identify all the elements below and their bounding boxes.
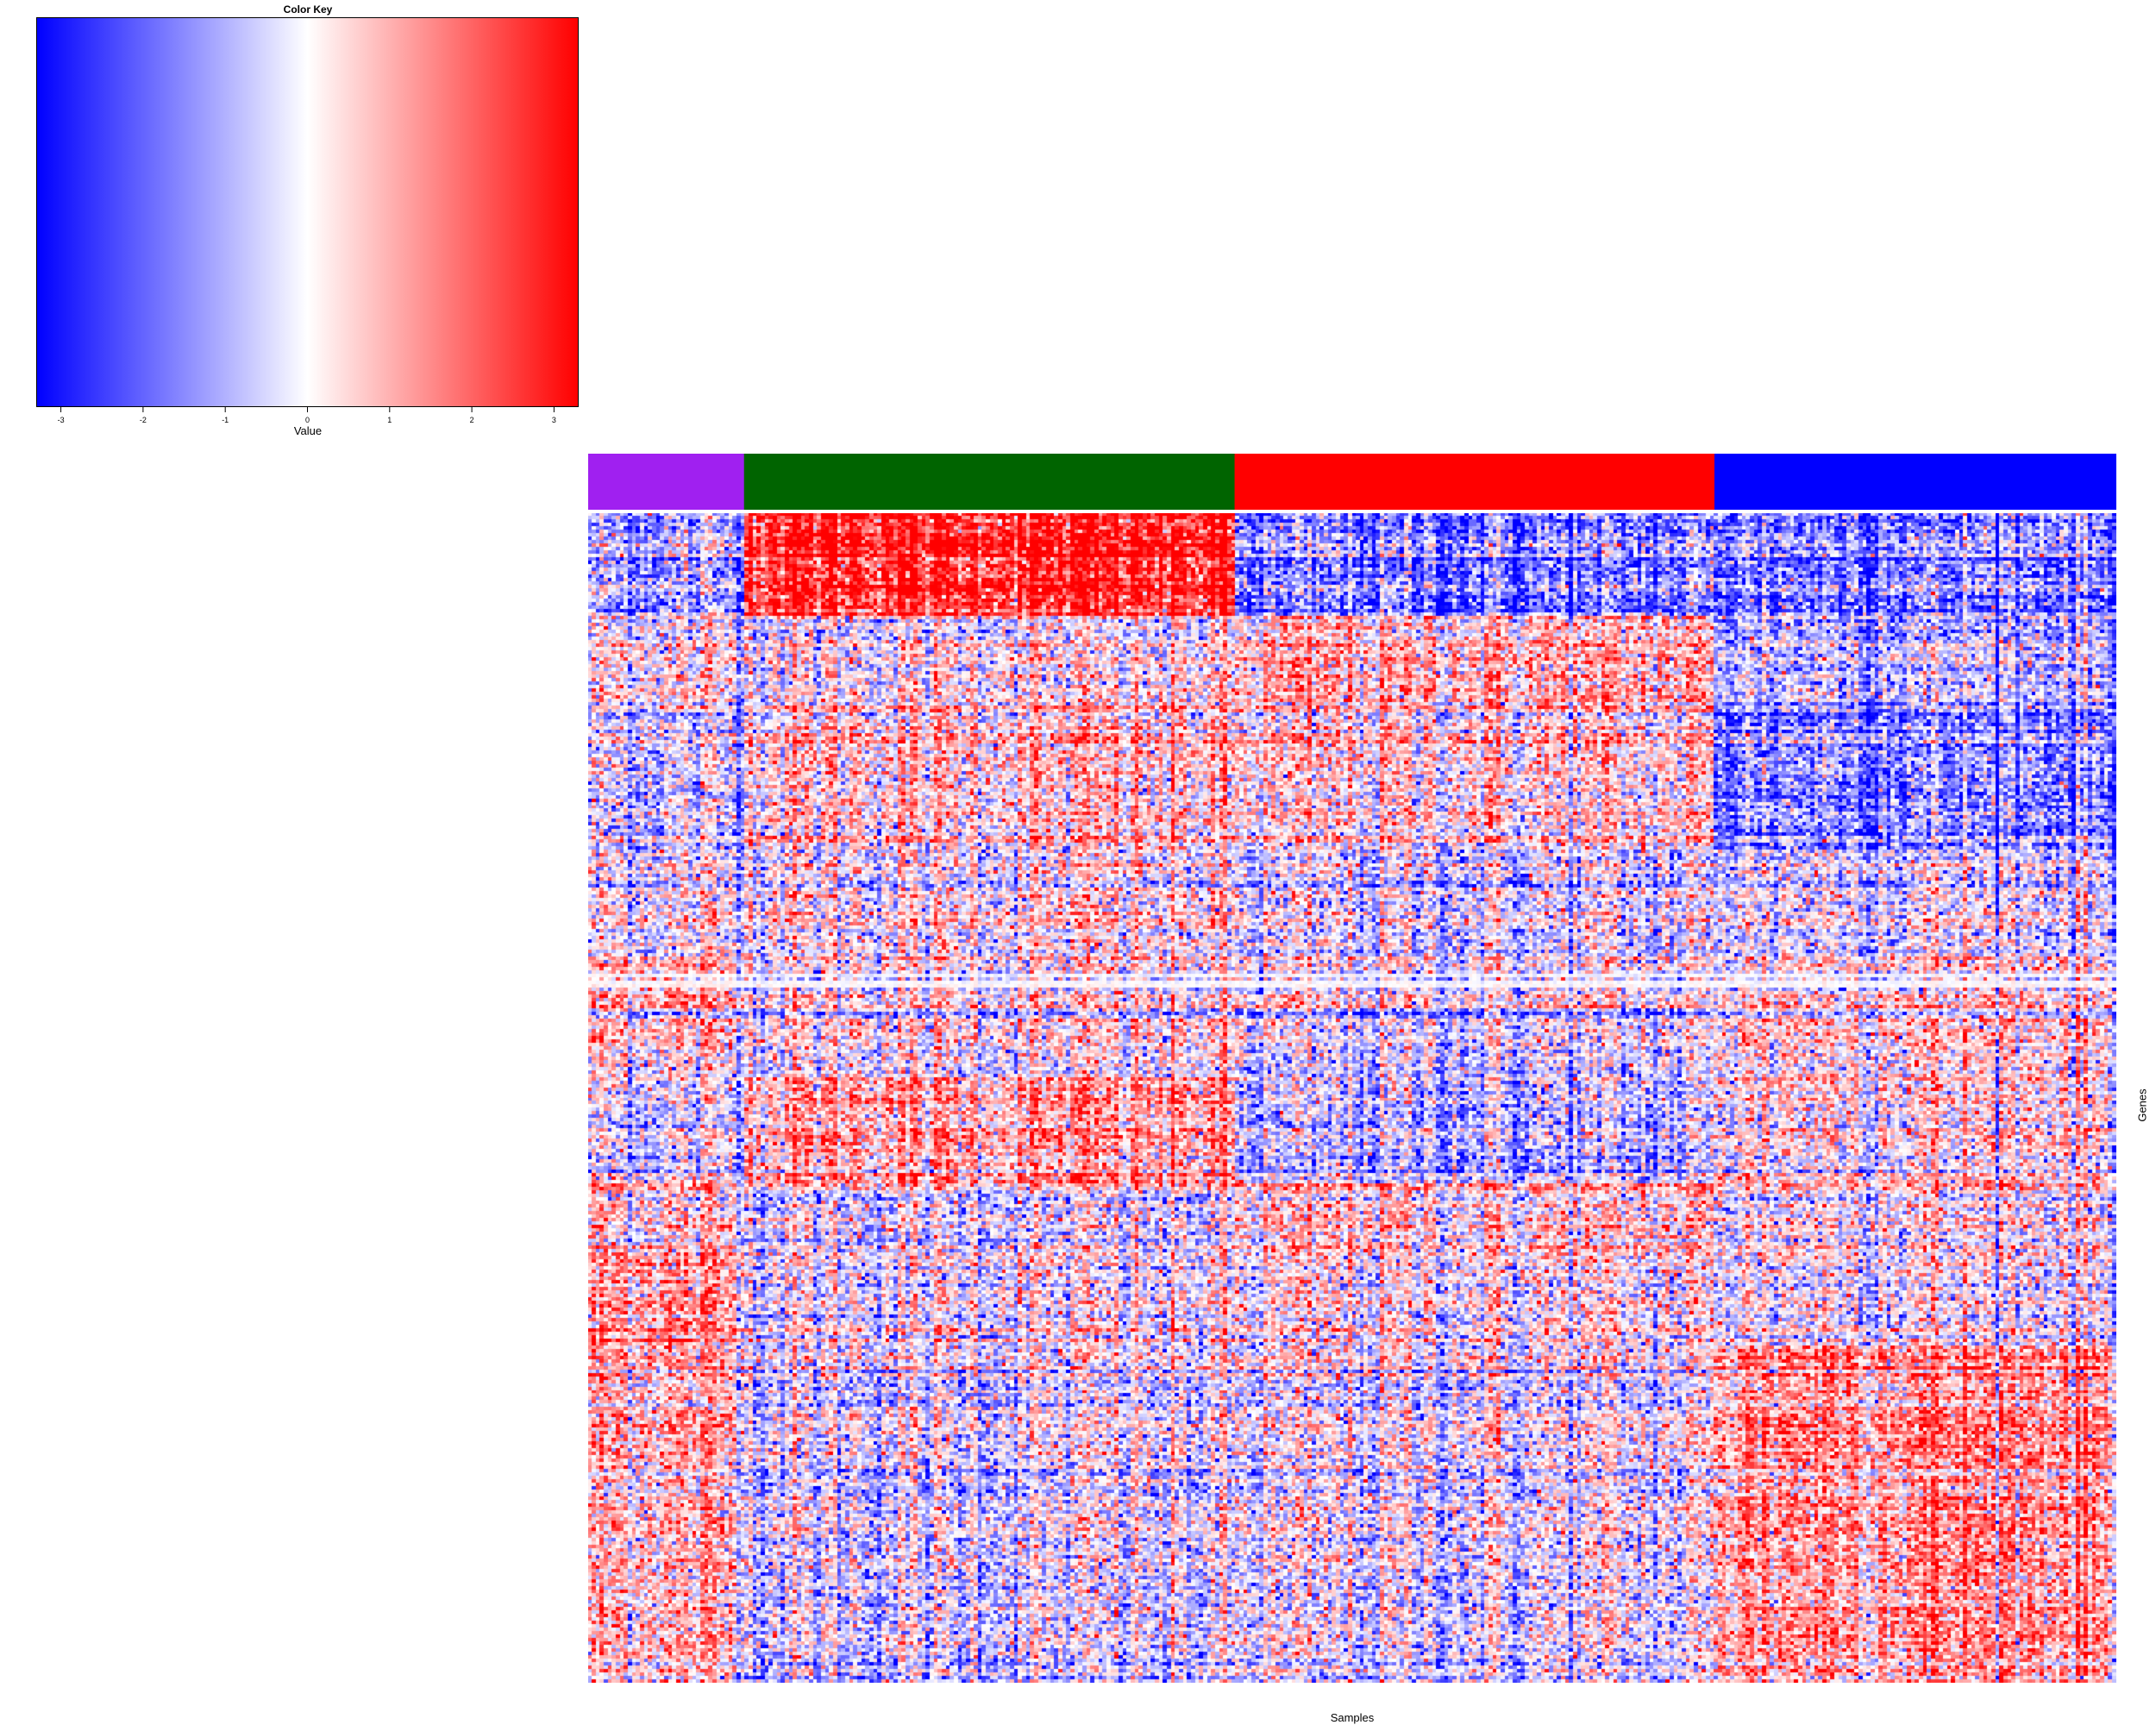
sample-group-color-bar — [588, 454, 2116, 510]
sample-group-block — [1234, 454, 1715, 510]
color-key-title: Color Key — [283, 3, 333, 16]
color-key-tick-label: -1 — [222, 416, 229, 424]
color-key-tick-label: -2 — [140, 416, 147, 424]
color-key-tick-label: 2 — [470, 416, 474, 424]
heatmap-matrix — [588, 513, 2116, 1683]
sample-group-block — [1714, 454, 2116, 510]
color-key-tick-label: -3 — [58, 416, 65, 424]
sample-group-block — [743, 454, 1236, 510]
color-key-tick-label: 1 — [387, 416, 392, 424]
x-axis-label: Samples — [1330, 1711, 1375, 1724]
color-key-tick-label: 0 — [305, 416, 310, 424]
color-key-tick-label: 3 — [552, 416, 556, 424]
sample-group-block — [588, 454, 745, 510]
y-axis-label: Genes — [2135, 1088, 2149, 1122]
color-key-gradient — [36, 17, 579, 407]
color-key-xlabel: Value — [293, 424, 323, 437]
